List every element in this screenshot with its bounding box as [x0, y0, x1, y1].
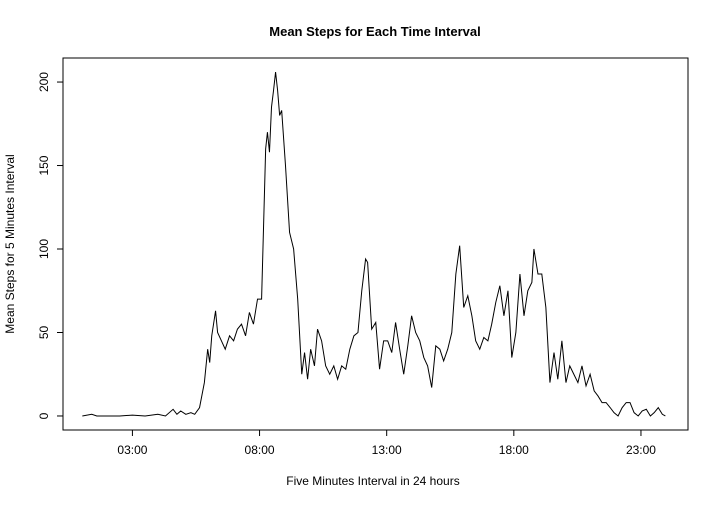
- y-tick-label: 200: [37, 72, 51, 92]
- y-tick-label: 0: [37, 412, 51, 419]
- chart-title: Mean Steps for Each Time Interval: [269, 24, 480, 39]
- y-axis-label: Mean Steps for 5 Minutes Interval: [3, 154, 17, 333]
- y-tick-label: 150: [37, 155, 51, 175]
- x-tick-label: 08:00: [245, 443, 275, 457]
- x-tick-label: 03:00: [117, 443, 147, 457]
- x-tick-label: 23:00: [626, 443, 656, 457]
- x-axis-label: Five Minutes Interval in 24 hours: [286, 474, 459, 488]
- y-tick-label: 100: [37, 239, 51, 259]
- y-tick-label: 50: [37, 325, 51, 339]
- data-line: [82, 71, 666, 417]
- x-tick-label: 13:00: [372, 443, 402, 457]
- x-tick-label: 18:00: [499, 443, 529, 457]
- plot-frame: [62, 57, 689, 431]
